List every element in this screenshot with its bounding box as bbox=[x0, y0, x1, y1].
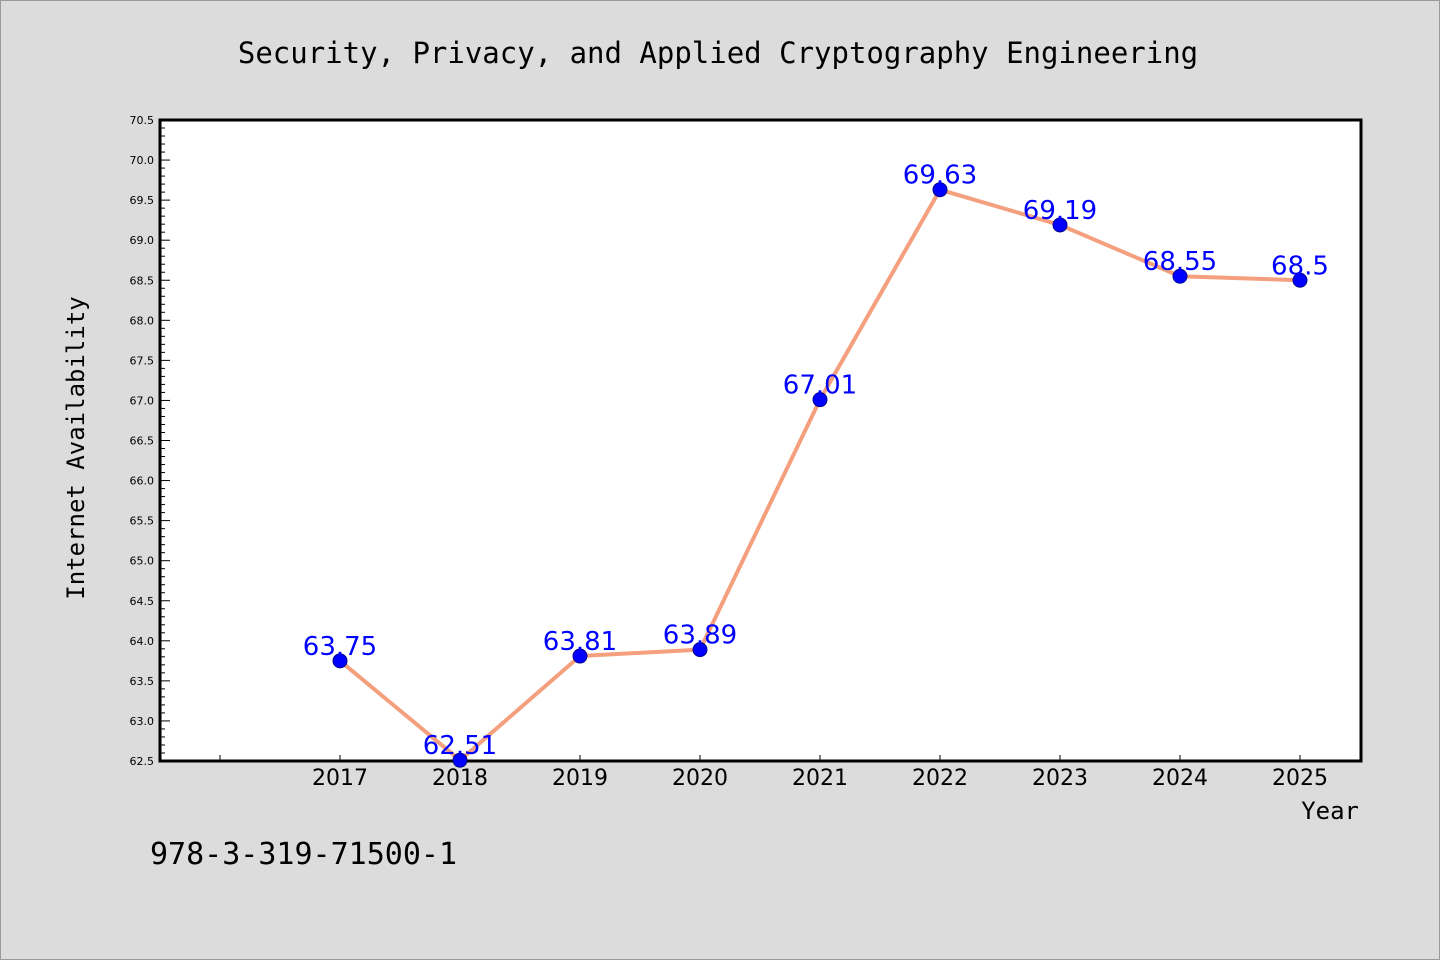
y-tick-label: 65.0 bbox=[130, 555, 155, 568]
y-tick-label: 65.5 bbox=[130, 515, 155, 528]
x-tick-label: 2023 bbox=[1032, 766, 1088, 791]
x-tick-label: 2017 bbox=[312, 766, 368, 791]
x-tick-label: 2018 bbox=[432, 766, 488, 791]
data-point bbox=[332, 653, 348, 669]
chart-title: Security, Privacy, and Applied Cryptogra… bbox=[238, 36, 1198, 70]
data-label: 67.01 bbox=[783, 371, 857, 401]
y-axis: 62.5 63.0 63.5 64.0 64.5 65.0 65.5 66.0 66.5 67.0… bbox=[130, 114, 170, 768]
data-point bbox=[572, 648, 588, 664]
x-tick-label: 2022 bbox=[912, 766, 968, 791]
y-tick-label: 70.5 bbox=[130, 114, 155, 127]
y-tick-label: 68.5 bbox=[130, 274, 155, 287]
y-tick-label: 63.5 bbox=[130, 675, 155, 688]
data-point bbox=[692, 642, 708, 658]
x-tick-label: 2019 bbox=[552, 766, 608, 791]
data-label: 68.5 bbox=[1271, 251, 1329, 281]
y-tick-label: 66.5 bbox=[130, 435, 155, 448]
data-point bbox=[1172, 268, 1188, 284]
y-tick-label: 66.0 bbox=[130, 475, 155, 488]
x-tick-label: 2024 bbox=[1152, 766, 1208, 791]
data-label: 69.19 bbox=[1023, 196, 1097, 226]
data-label: 63.75 bbox=[303, 632, 377, 662]
plot-area bbox=[158, 118, 1363, 763]
data-label: 63.89 bbox=[663, 621, 737, 651]
y-tick-label: 64.5 bbox=[130, 595, 155, 608]
data-point bbox=[932, 182, 948, 198]
data-label: 62.51 bbox=[423, 731, 497, 761]
data-point bbox=[452, 752, 468, 768]
y-tick-label: 63.0 bbox=[130, 715, 155, 728]
y-tick-label: 62.5 bbox=[130, 755, 155, 768]
y-tick-label: 69.5 bbox=[130, 194, 155, 207]
series-internet-availability: 63.75 62.51 63.81 63.89 67.01 69.63 69.19 68.55… bbox=[303, 161, 1329, 768]
y-tick-label: 67.5 bbox=[130, 354, 155, 367]
y-tick-label: 70.0 bbox=[130, 154, 155, 167]
x-tick-label: 2020 bbox=[672, 766, 728, 791]
x-axis: 2017 2018 2019 2020 2021 2022 2023 2024 2025 bbox=[219, 755, 1328, 791]
data-point bbox=[812, 392, 828, 408]
isbn-label: 978-3-319-71500-1 bbox=[150, 837, 457, 872]
data-point bbox=[1052, 217, 1068, 233]
x-tick-label: 2021 bbox=[792, 766, 848, 791]
y-tick-label: 68.0 bbox=[130, 314, 155, 327]
y-axis-label: Internet Availability bbox=[62, 296, 90, 599]
y-tick-label: 64.0 bbox=[130, 635, 155, 648]
x-tick-label: 2025 bbox=[1272, 766, 1328, 791]
data-label: 63.81 bbox=[543, 627, 617, 657]
y-tick-label: 67.0 bbox=[130, 394, 155, 407]
data-label: 68.55 bbox=[1143, 247, 1217, 277]
y-tick-label: 69.0 bbox=[130, 234, 155, 247]
data-point bbox=[1292, 272, 1308, 288]
data-label: 69.63 bbox=[903, 161, 977, 191]
x-axis-label: Year bbox=[1301, 797, 1359, 825]
